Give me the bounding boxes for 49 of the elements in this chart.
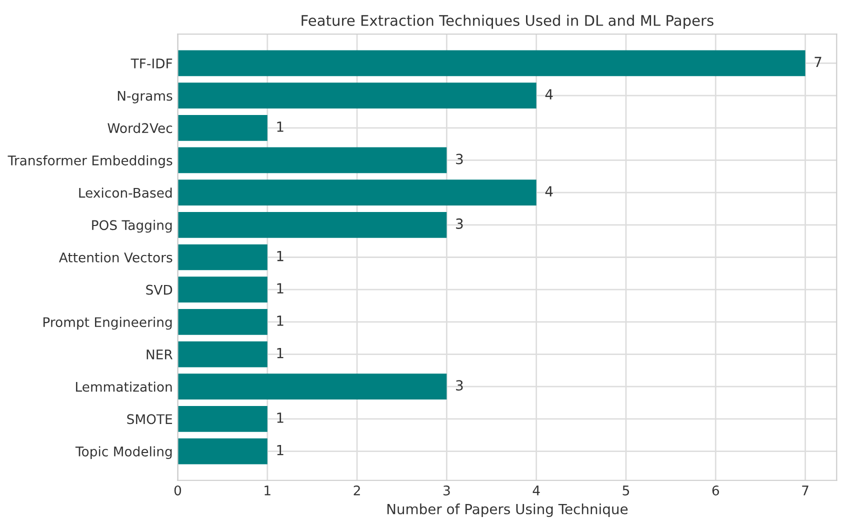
y-tick-label: Lemmatization xyxy=(76,382,172,392)
y-tick-label: Prompt Engineering xyxy=(43,316,172,330)
bar xyxy=(178,244,268,270)
data-label: 3 xyxy=(456,218,463,229)
bar xyxy=(178,212,447,238)
bar xyxy=(178,50,806,76)
y-tick-label: Attention Vectors xyxy=(58,252,172,262)
data-label: 4 xyxy=(545,186,553,196)
data-label: 1 xyxy=(277,250,284,262)
data-label: 7 xyxy=(814,56,822,68)
y-tick-label: SMOTE xyxy=(127,414,172,424)
y-tick-label: TF-IDF xyxy=(130,58,172,68)
bar xyxy=(178,341,268,368)
data-label: 4 xyxy=(545,89,553,100)
bar xyxy=(178,308,268,335)
chart-title: Feature Extraction Techniques Used in DL and ML Papers xyxy=(302,14,714,29)
data-label: 1 xyxy=(277,122,284,132)
x-tick-label: 4 xyxy=(532,486,540,496)
y-tick-label: Transformer Embeddings xyxy=(8,155,172,168)
x-tick-label: 5 xyxy=(622,486,630,496)
bar xyxy=(178,82,536,108)
data-label: 1 xyxy=(277,348,284,358)
bar xyxy=(178,180,536,206)
bar xyxy=(178,406,268,432)
data-label: 1 xyxy=(277,412,284,423)
data-label: 3 xyxy=(456,380,463,391)
x-tick-label: 7 xyxy=(802,486,808,496)
y-tick-label: POS Tagging xyxy=(92,220,172,233)
x-tick-label: 3 xyxy=(443,485,450,496)
y-tick-label: NER xyxy=(146,350,172,360)
y-tick-label: Lexicon-Based xyxy=(79,188,172,198)
data-label: 1 xyxy=(277,316,284,326)
data-label: 1 xyxy=(277,444,284,456)
data-label: 1 xyxy=(277,283,284,294)
bar xyxy=(178,438,268,464)
y-tick-label: SVD xyxy=(146,284,172,295)
y-tick-label: N-grams xyxy=(118,90,172,104)
x-tick-label: 0 xyxy=(174,485,182,496)
bar xyxy=(178,276,268,303)
x-tick-label: 2 xyxy=(354,485,360,496)
bar xyxy=(178,147,447,174)
y-tick-label: Topic Modeling xyxy=(75,446,172,460)
data-label: 3 xyxy=(456,154,463,164)
x-axis-title: Number of Papers Using Technique xyxy=(387,504,628,518)
y-tick-label: Word2Vec xyxy=(108,122,172,134)
x-tick-label: 6 xyxy=(712,485,719,496)
bar xyxy=(178,374,447,400)
x-tick-label: 1 xyxy=(264,486,270,496)
bar xyxy=(178,114,268,141)
